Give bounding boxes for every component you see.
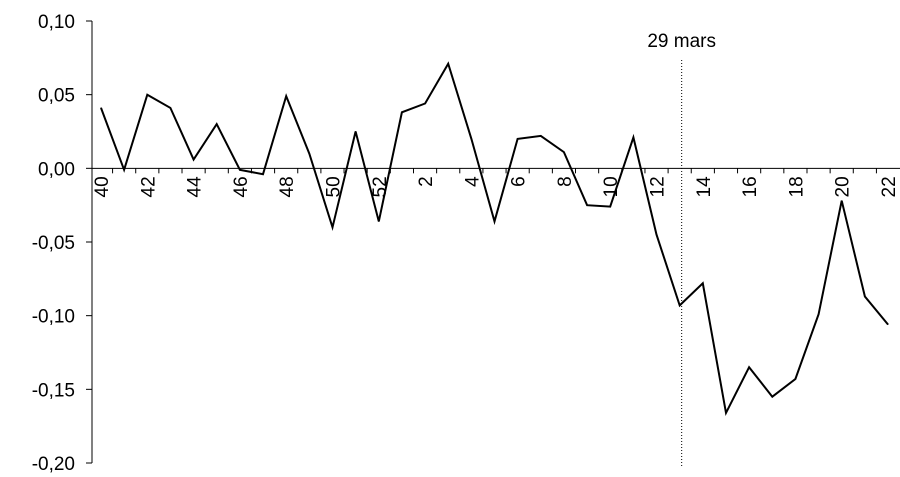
series-line	[100, 61, 889, 417]
data-point	[702, 282, 704, 284]
data-point	[818, 313, 820, 315]
x-tick-label: 8	[555, 176, 576, 187]
data-point	[609, 206, 611, 208]
data-point	[794, 378, 796, 380]
y-tick-label: 0,00	[38, 159, 75, 180]
data-point	[401, 111, 403, 113]
x-tick-label: 40	[92, 176, 113, 197]
x-tick-label: 10	[601, 176, 622, 197]
data-point	[378, 220, 380, 222]
data-point	[193, 158, 195, 160]
annotation-label: 29 mars	[647, 31, 716, 52]
data-point	[841, 200, 843, 202]
x-axis: 40 42 44 46 48 50 52 2 4 6 8 10 12 14 16 18 20 22	[92, 167, 900, 198]
data-point	[216, 123, 218, 125]
data-point	[748, 366, 750, 368]
data-point	[540, 135, 542, 137]
y-tick-label: -0,05	[32, 233, 75, 254]
x-tick-label: 48	[277, 176, 298, 197]
y-tick-label: -0,20	[32, 454, 75, 475]
data-point	[355, 131, 357, 132]
y-axis: 0,10 0,05 0,00 -0,05 -0,10 -0,15 -0,20	[32, 12, 93, 475]
data-point	[239, 169, 241, 171]
data-point	[123, 169, 125, 171]
data-point	[262, 173, 264, 175]
data-point	[563, 151, 565, 153]
x-tick-label: 4	[462, 176, 483, 187]
x-tick-label: 18	[786, 176, 807, 197]
data-point	[308, 153, 310, 155]
x-tick-label: 6	[509, 176, 530, 187]
x-tick-label: 12	[648, 176, 669, 197]
x-tick-label: 2	[416, 176, 437, 187]
series	[100, 61, 889, 417]
data-point	[285, 95, 287, 97]
data-point	[632, 136, 634, 138]
data-point	[100, 107, 102, 109]
data-point	[656, 234, 658, 236]
data-point	[679, 304, 681, 306]
data-point	[494, 220, 495, 222]
data-point	[517, 138, 519, 140]
y-tick-label: -0,15	[32, 380, 75, 401]
data-point	[447, 63, 449, 65]
y-tick-label: -0,10	[32, 307, 75, 328]
x-tick-label: 50	[323, 176, 344, 197]
data-point	[771, 396, 773, 398]
x-tick-label: 44	[185, 176, 206, 198]
data-point	[424, 103, 426, 105]
data-point	[725, 412, 727, 414]
y-tick-label: 0,05	[38, 86, 75, 107]
y-tick-label: 0,10	[38, 12, 75, 33]
x-tick-label: 16	[740, 176, 761, 197]
data-point	[146, 94, 148, 96]
x-tick-label: 46	[231, 176, 252, 197]
data-point	[887, 324, 889, 326]
data-point	[169, 107, 171, 109]
x-tick-label: 22	[879, 176, 900, 197]
data-point	[586, 204, 588, 206]
x-tick-label: 14	[694, 176, 715, 198]
data-point	[470, 138, 472, 140]
data-point	[864, 296, 866, 298]
x-tick-label: 20	[833, 176, 854, 197]
data-point	[331, 226, 333, 228]
x-tick-label: 42	[138, 176, 159, 197]
annotation: 29 mars	[647, 31, 716, 466]
